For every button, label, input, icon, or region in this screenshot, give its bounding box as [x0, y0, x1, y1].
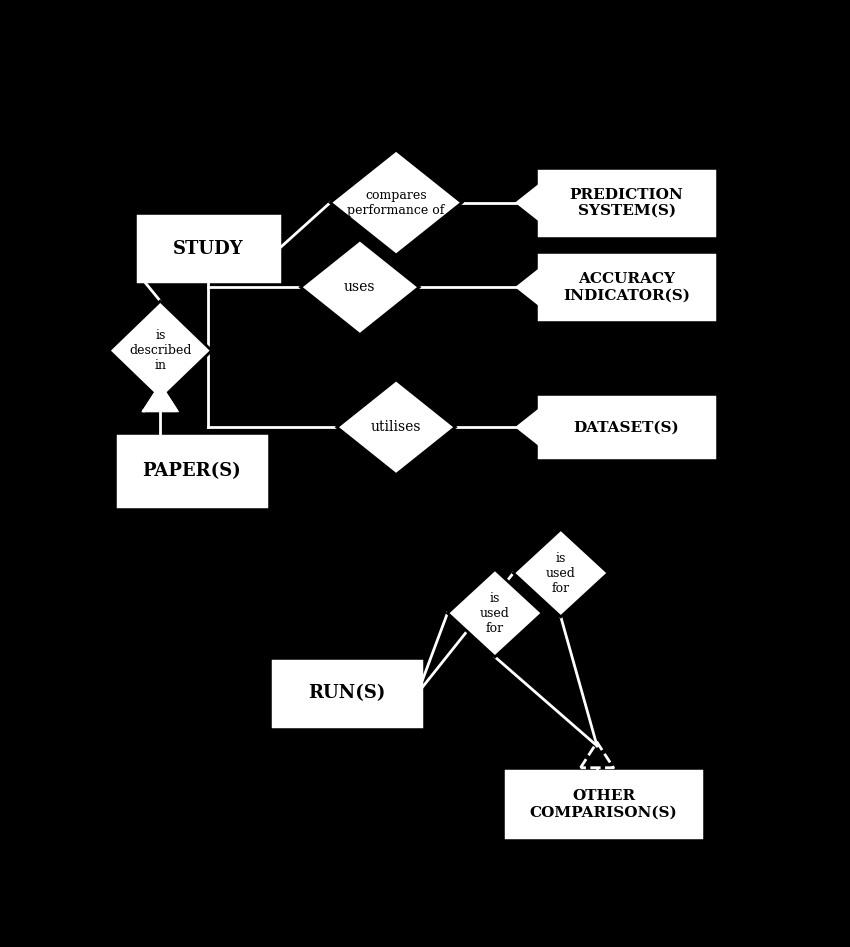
Polygon shape [337, 380, 456, 474]
Text: PAPER(S): PAPER(S) [143, 462, 241, 480]
Bar [273, 661, 421, 726]
Polygon shape [399, 676, 421, 711]
Bar [118, 437, 266, 506]
Polygon shape [513, 529, 609, 616]
Polygon shape [518, 185, 540, 220]
Text: RUN(S): RUN(S) [308, 685, 385, 703]
Text: is
used
for: is used for [480, 592, 510, 634]
Bar [540, 255, 714, 319]
Text: OTHER
COMPARISON(S): OTHER COMPARISON(S) [530, 789, 677, 819]
Polygon shape [144, 385, 177, 411]
Text: is
used
for: is used for [546, 551, 575, 595]
Text: is
described
in: is described in [129, 330, 191, 372]
Bar [540, 398, 714, 457]
Polygon shape [518, 270, 540, 305]
Polygon shape [330, 150, 462, 255]
Text: DATASET(S): DATASET(S) [574, 420, 679, 434]
Text: STUDY: STUDY [173, 240, 244, 258]
Polygon shape [447, 569, 542, 657]
Bar [507, 772, 700, 837]
Bar [540, 170, 714, 235]
Text: compares
performance of: compares performance of [348, 188, 445, 217]
Text: utilises: utilises [371, 420, 422, 434]
Bar [138, 216, 279, 281]
Text: uses: uses [344, 280, 376, 295]
Polygon shape [109, 301, 212, 401]
Polygon shape [301, 240, 419, 334]
Text: ACCURACY
INDICATOR(S): ACCURACY INDICATOR(S) [564, 272, 690, 302]
Text: PREDICTION
SYSTEM(S): PREDICTION SYSTEM(S) [570, 188, 683, 218]
Polygon shape [518, 410, 540, 445]
